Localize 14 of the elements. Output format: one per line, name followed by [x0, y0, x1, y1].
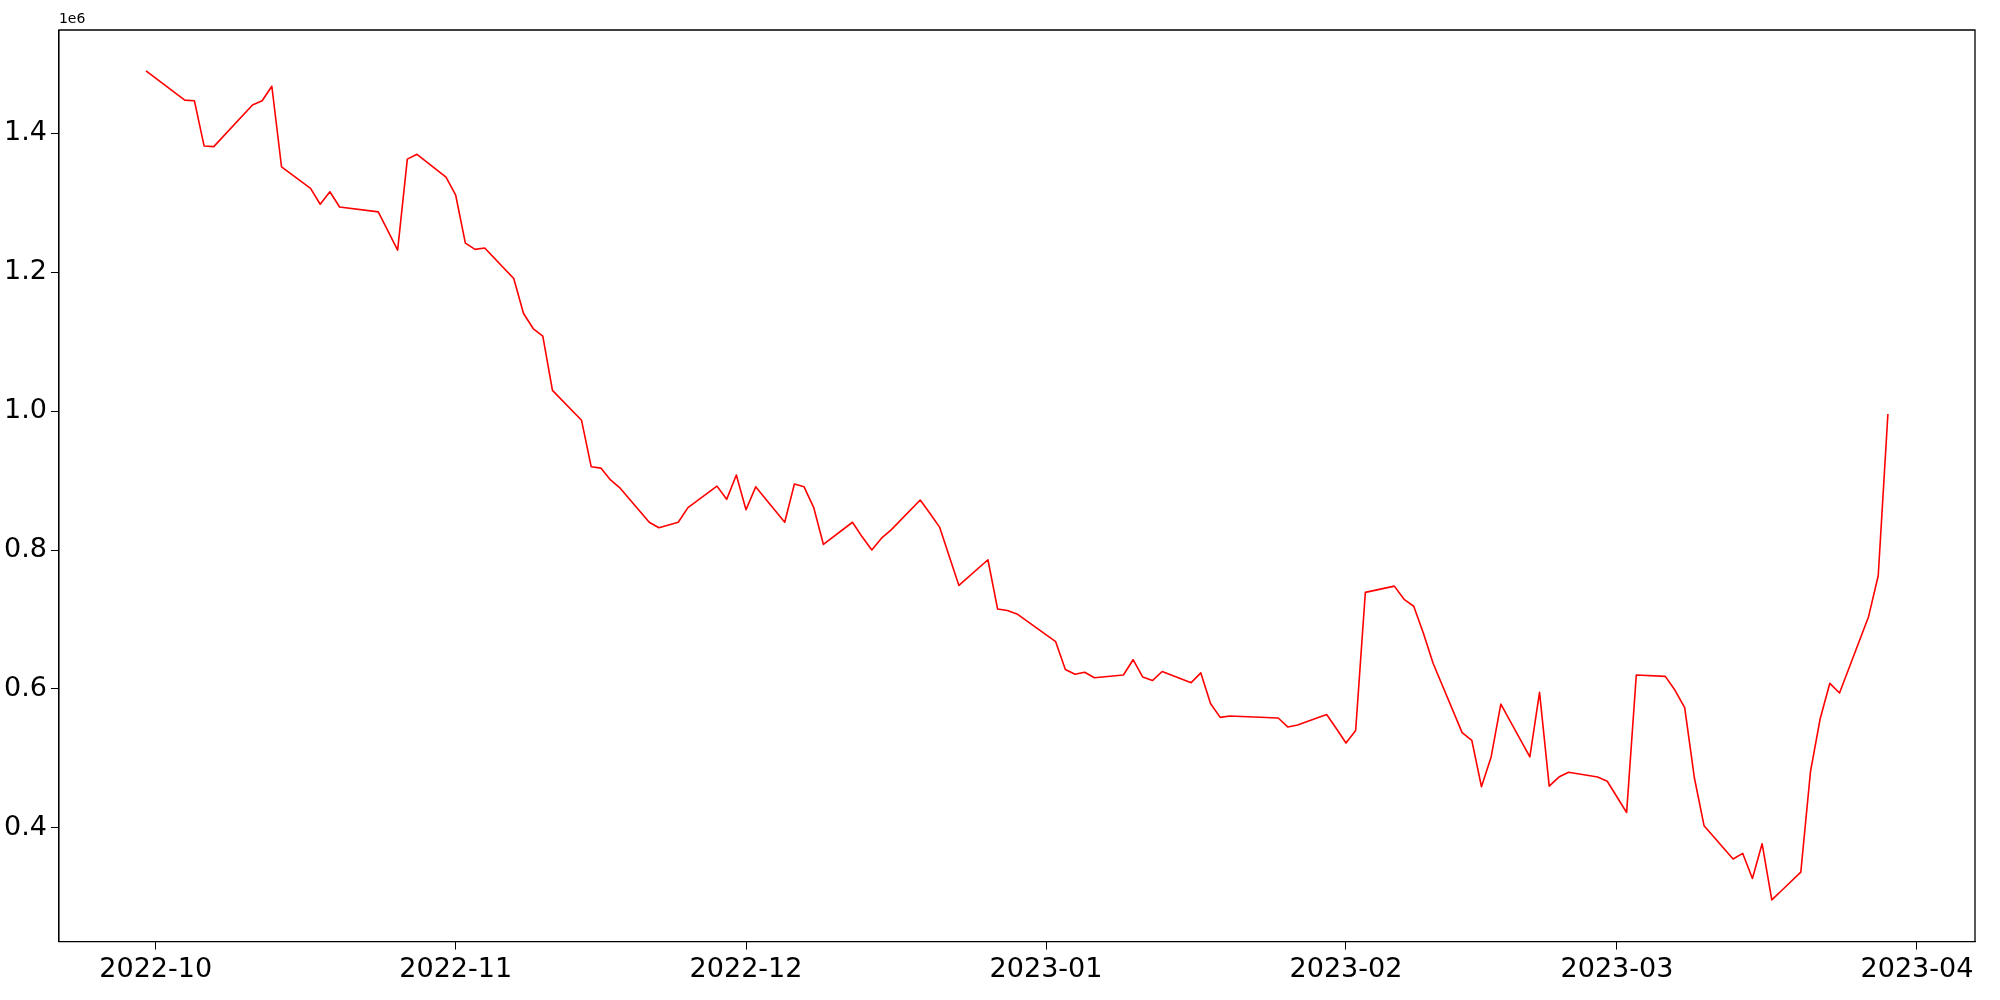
y-tick-label: 1.2: [3, 254, 47, 286]
y-tick-label: 1.0: [3, 393, 47, 425]
text: 1e6: [58, 9, 86, 26]
y-tick-label: 0.8: [3, 532, 47, 564]
x-tick-label: 2023-03: [1560, 951, 1674, 983]
x-tick-label: 2022-12: [689, 951, 803, 983]
x-tick-label: 2023-02: [1289, 951, 1403, 983]
y-tick-label: 1.4: [3, 115, 47, 147]
y-tick-label: 0.6: [3, 670, 47, 702]
x-tick-label: 2023-01: [989, 951, 1103, 983]
x-tick-label: 2022-11: [399, 951, 513, 983]
x-tick-label: 2023-04: [1860, 951, 1974, 983]
y-tick-label: 0.4: [3, 809, 47, 841]
x-tick-label: 2022-10: [99, 951, 213, 983]
